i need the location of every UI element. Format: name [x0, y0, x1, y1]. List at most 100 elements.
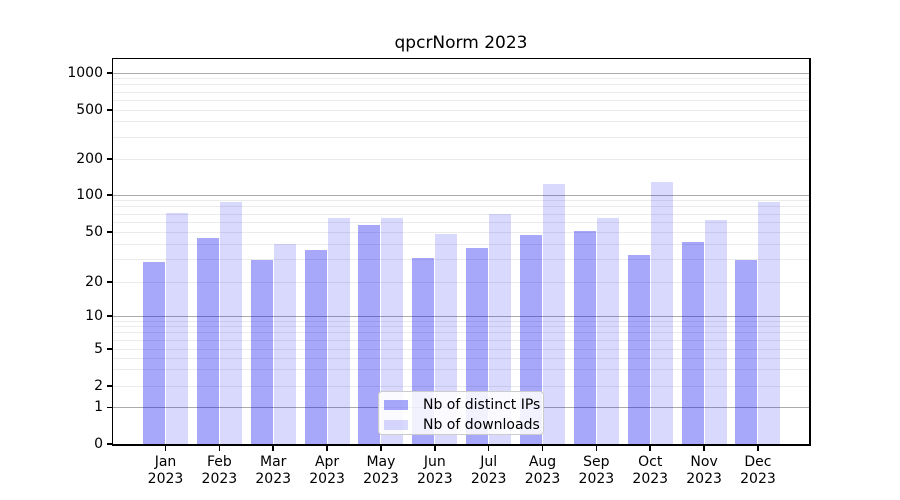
bar-mar-ips — [250, 259, 273, 444]
plot-area: Nb of distinct IPs Nb of downloads — [111, 57, 811, 446]
y-tick-label: 0 — [94, 436, 103, 452]
bar-may-ips — [358, 225, 381, 444]
bar-feb-ips — [196, 237, 219, 444]
bar-apr-ips — [304, 249, 327, 444]
legend-entry-distinct-ips: Nb of distinct IPs — [379, 395, 543, 415]
x-tick-mark — [218, 445, 221, 451]
minor-gridline — [113, 206, 809, 208]
x-tick-label-may: May 2023 — [363, 454, 399, 487]
x-tick-mark — [757, 445, 759, 451]
bar-feb-downloads — [219, 201, 242, 444]
major-gridline — [113, 72, 809, 74]
y-tick-label: 20 — [85, 274, 103, 290]
y-tick-label: 50 — [85, 224, 103, 240]
legend-swatch-downloads — [384, 420, 408, 430]
minor-gridline — [113, 200, 809, 202]
y-tick-mark — [107, 72, 113, 74]
x-tick-mark — [541, 445, 544, 451]
minor-gridline — [113, 158, 809, 160]
y-tick-mark — [107, 443, 113, 445]
legend-label-distinct-ips: Nb of distinct IPs — [423, 397, 541, 413]
top-spine — [112, 57, 810, 59]
minor-gridline — [113, 320, 809, 322]
major-gridline — [113, 194, 809, 196]
bar-jul-downloads — [489, 214, 512, 444]
legend-swatch-distinct-ips — [384, 400, 408, 410]
y-tick-label: 2 — [94, 378, 103, 394]
x-tick-label-mar: Mar 2023 — [255, 454, 292, 487]
y-tick-label: 1000 — [67, 65, 103, 81]
minor-gridline — [113, 348, 809, 350]
x-tick-label-apr: Apr 2023 — [309, 454, 345, 487]
x-tick-mark — [649, 445, 652, 451]
x-tick-label-feb: Feb 2023 — [201, 454, 238, 487]
x-tick-mark — [487, 445, 490, 451]
y-tick-label: 5 — [94, 341, 103, 357]
legend: Nb of distinct IPs Nb of downloads — [378, 391, 544, 435]
y-tick-mark — [107, 281, 113, 283]
y-tick-mark — [107, 385, 113, 387]
bar-dec-ips — [735, 259, 758, 444]
y-tick-label: 200 — [76, 151, 103, 167]
bar-apr-downloads — [327, 217, 350, 444]
bar-dec-downloads — [758, 201, 781, 444]
bar-may-downloads — [381, 217, 404, 444]
bar-nov-downloads — [704, 219, 727, 444]
minor-gridline — [113, 369, 809, 371]
minor-gridline — [113, 281, 809, 283]
minor-gridline — [113, 332, 809, 334]
bar-mar-downloads — [273, 244, 296, 444]
minor-gridline — [113, 109, 809, 111]
x-tick-mark — [380, 445, 382, 451]
minor-gridline — [113, 339, 809, 341]
x-tick-label-nov: Nov 2023 — [686, 454, 722, 487]
minor-gridline — [113, 213, 809, 215]
major-gridline — [113, 315, 809, 317]
y-tick-mark — [107, 315, 113, 317]
x-tick-label-jan: Jan 2023 — [147, 454, 184, 487]
y-tick-label: 10 — [85, 308, 103, 324]
minor-gridline — [113, 121, 809, 123]
bar-nov-ips — [681, 241, 704, 444]
x-axis-line — [112, 443, 810, 446]
minor-gridline — [113, 357, 809, 359]
y-tick-mark — [107, 109, 113, 111]
legend-label-downloads: Nb of downloads — [423, 417, 540, 433]
y-tick-mark — [107, 231, 113, 233]
minor-gridline — [113, 99, 809, 101]
minor-gridline — [113, 326, 809, 328]
bar-jan-ips — [143, 261, 165, 444]
bar-jan-downloads — [166, 212, 188, 444]
x-tick-mark — [434, 445, 436, 451]
minor-gridline — [113, 221, 809, 223]
x-tick-label-aug: Aug 2023 — [524, 454, 561, 487]
x-tick-label-jul: Jul 2023 — [470, 454, 507, 487]
bar-oct-downloads — [650, 182, 673, 444]
bar-sep-downloads — [596, 217, 619, 444]
x-tick-label-jun: Jun 2023 — [416, 454, 453, 487]
y-tick-label: 500 — [76, 102, 103, 118]
x-tick-mark — [326, 445, 328, 451]
legend-entry-downloads: Nb of downloads — [379, 415, 543, 435]
minor-gridline — [113, 91, 809, 93]
y-axis-line — [111, 57, 113, 446]
minor-gridline — [113, 385, 809, 387]
minor-gridline — [113, 231, 809, 233]
y-tick-mark — [107, 158, 113, 160]
bar-sep-ips — [573, 230, 596, 444]
x-tick-mark — [272, 445, 274, 451]
y-tick-mark — [107, 348, 113, 350]
chart-title: qpcrNorm 2023 — [394, 33, 528, 53]
minor-gridline — [113, 259, 809, 261]
minor-gridline — [113, 243, 809, 245]
y-tick-mark — [107, 194, 113, 196]
x-tick-mark — [703, 445, 705, 451]
x-tick-label-dec: Dec 2023 — [740, 454, 776, 487]
bar-aug-downloads — [543, 184, 566, 444]
x-tick-label-sep: Sep 2023 — [578, 454, 615, 487]
x-tick-mark — [164, 445, 167, 451]
y-tick-label: 1 — [94, 399, 103, 416]
minor-gridline — [113, 78, 809, 80]
right-spine — [809, 57, 811, 446]
